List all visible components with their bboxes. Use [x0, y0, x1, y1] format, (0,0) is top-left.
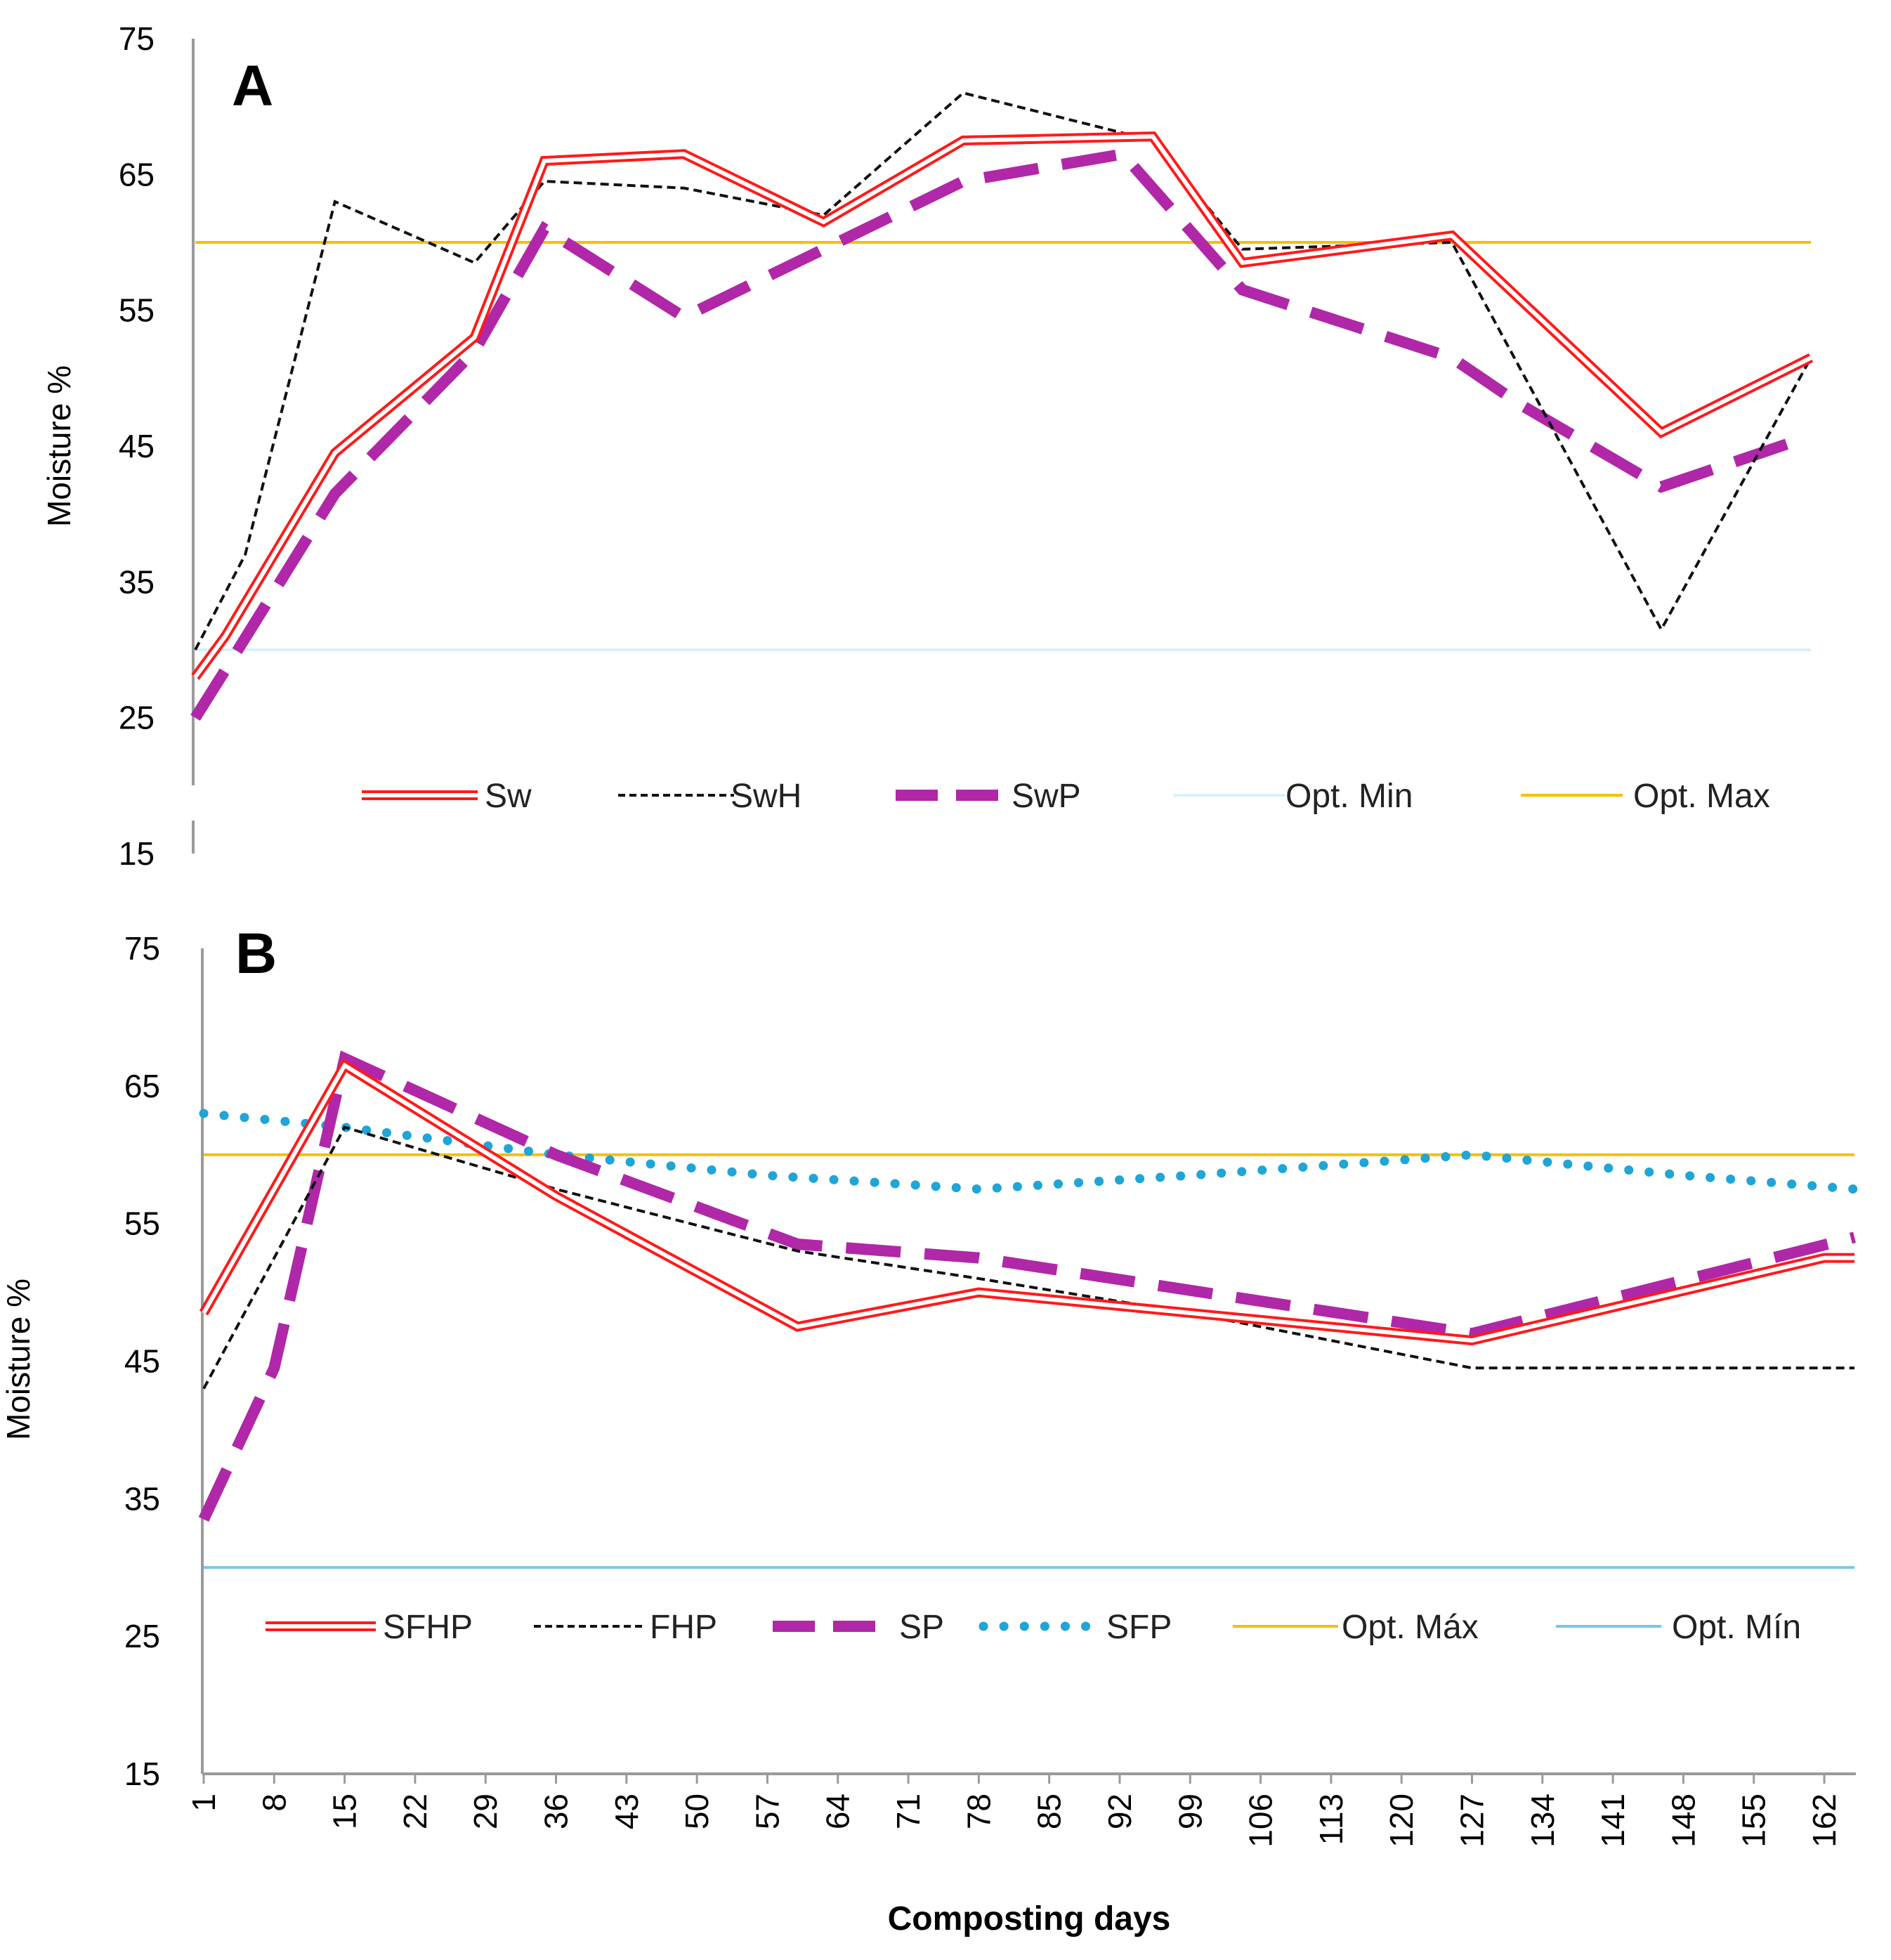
- x-tick-label: 148: [1665, 1794, 1701, 1848]
- x-tick-label: 50: [679, 1794, 715, 1829]
- y-tick-label: 45: [119, 428, 155, 464]
- x-tick-label: 43: [608, 1794, 645, 1829]
- x-tick-label: 57: [749, 1794, 785, 1829]
- legend-label: SFP: [1106, 1609, 1172, 1646]
- y-tick-label: 75: [119, 20, 155, 57]
- series-line-swp: [190, 148, 1803, 721]
- series-stroke: [194, 91, 1812, 651]
- series-stroke: [193, 134, 1812, 679]
- x-tick-label: 15: [327, 1794, 363, 1829]
- y-axis-label: Moisture %: [0, 1279, 37, 1440]
- series-line-sfp: [199, 1109, 1859, 1194]
- series-stroke: [202, 1125, 1854, 1390]
- panel-b: 15 25 35 45 55 65 75 Moisture % B 1 8 15 22 29 36 43 50 5…: [0, 922, 1859, 1938]
- x-tick-label: 106: [1243, 1794, 1279, 1848]
- x-tick-label: 22: [397, 1794, 433, 1829]
- legend-label: SwH: [731, 778, 801, 815]
- legend-item: Opt. Min: [1173, 778, 1413, 815]
- legend-item: SFP: [979, 1609, 1172, 1646]
- x-tick-label: 99: [1172, 1794, 1208, 1829]
- x-tick-label: 36: [538, 1794, 575, 1829]
- x-tick-label: 155: [1736, 1794, 1772, 1848]
- panel-label: A: [232, 54, 273, 118]
- legend-label: Sw: [485, 778, 532, 815]
- panel-a: 15 25 35 45 55 65 75 Moisture % A Sw SwH SwP Opt. Mi…: [41, 20, 1814, 872]
- x-tick-label: 8: [256, 1794, 292, 1812]
- legend-item: Opt. Max: [1521, 778, 1770, 815]
- legend-label: Opt. Mín: [1672, 1609, 1801, 1646]
- panel-label: B: [235, 922, 277, 986]
- plot-area: [190, 91, 1814, 721]
- y-tick-label: 75: [124, 930, 160, 967]
- x-axis-label: Composting days: [888, 1900, 1171, 1938]
- y-tick-label: 35: [119, 563, 155, 600]
- legend-label: SP: [899, 1609, 944, 1646]
- y-tick-label: 55: [124, 1206, 160, 1242]
- x-tick-label: 64: [820, 1794, 856, 1829]
- series-stroke: [191, 131, 1814, 680]
- y-tick-label: 65: [124, 1068, 160, 1104]
- x-tick-label: 127: [1453, 1794, 1490, 1848]
- x-tick-label: 85: [1031, 1794, 1068, 1829]
- legend-label: Opt. Min: [1285, 778, 1413, 815]
- series-line-fhp: [202, 1125, 1854, 1390]
- x-tick-label: 78: [960, 1794, 997, 1829]
- legend-label: Opt. Max: [1633, 778, 1770, 815]
- legend-label: FHP: [650, 1609, 717, 1646]
- legend-item: SP: [773, 1609, 944, 1646]
- x-tick-label: 1: [185, 1794, 222, 1812]
- series-line-swh: [194, 91, 1812, 651]
- series-stroke: [199, 1109, 1859, 1194]
- y-tick-label: 25: [124, 1618, 160, 1654]
- y-axis-label: Moisture %: [41, 365, 77, 527]
- x-tick-label: 141: [1595, 1794, 1631, 1848]
- series-stroke: [202, 1062, 1854, 1343]
- y-tick-label: 65: [119, 156, 155, 192]
- y-tick-label: 25: [119, 700, 155, 736]
- series-stroke: [190, 148, 1803, 721]
- series-line-sfhp: [199, 1058, 1854, 1346]
- x-tick-label: 134: [1524, 1794, 1561, 1848]
- legend-item: Opt. Mín: [1556, 1609, 1801, 1646]
- x-tick-label: 162: [1806, 1794, 1843, 1848]
- legend-item: SFHP: [266, 1609, 473, 1646]
- y-tick-label: 35: [124, 1480, 160, 1517]
- x-tick-label: 29: [467, 1794, 504, 1829]
- legend-label: Opt. Máx: [1342, 1609, 1479, 1646]
- y-tick-label: 15: [124, 1756, 160, 1792]
- x-tick-label: 92: [1101, 1794, 1138, 1829]
- legend-item: SwP: [896, 778, 1081, 815]
- plot-area: [198, 1050, 1859, 1569]
- legend-item: SwH: [618, 778, 801, 815]
- legend-item: Opt. Máx: [1233, 1609, 1479, 1646]
- x-tick-label: 71: [890, 1794, 927, 1829]
- legend-item: Sw: [362, 778, 532, 815]
- legend-label: SFHP: [383, 1609, 473, 1646]
- y-tick-label: 55: [119, 292, 155, 329]
- series-line-sw: [191, 131, 1814, 680]
- legend-label: SwP: [1012, 778, 1081, 815]
- x-tick-label: 120: [1383, 1794, 1420, 1848]
- y-tick-label: 45: [124, 1343, 160, 1380]
- x-tick-label: 113: [1313, 1794, 1349, 1845]
- legend-item: FHP: [534, 1609, 717, 1646]
- y-tick-label: 15: [119, 835, 155, 872]
